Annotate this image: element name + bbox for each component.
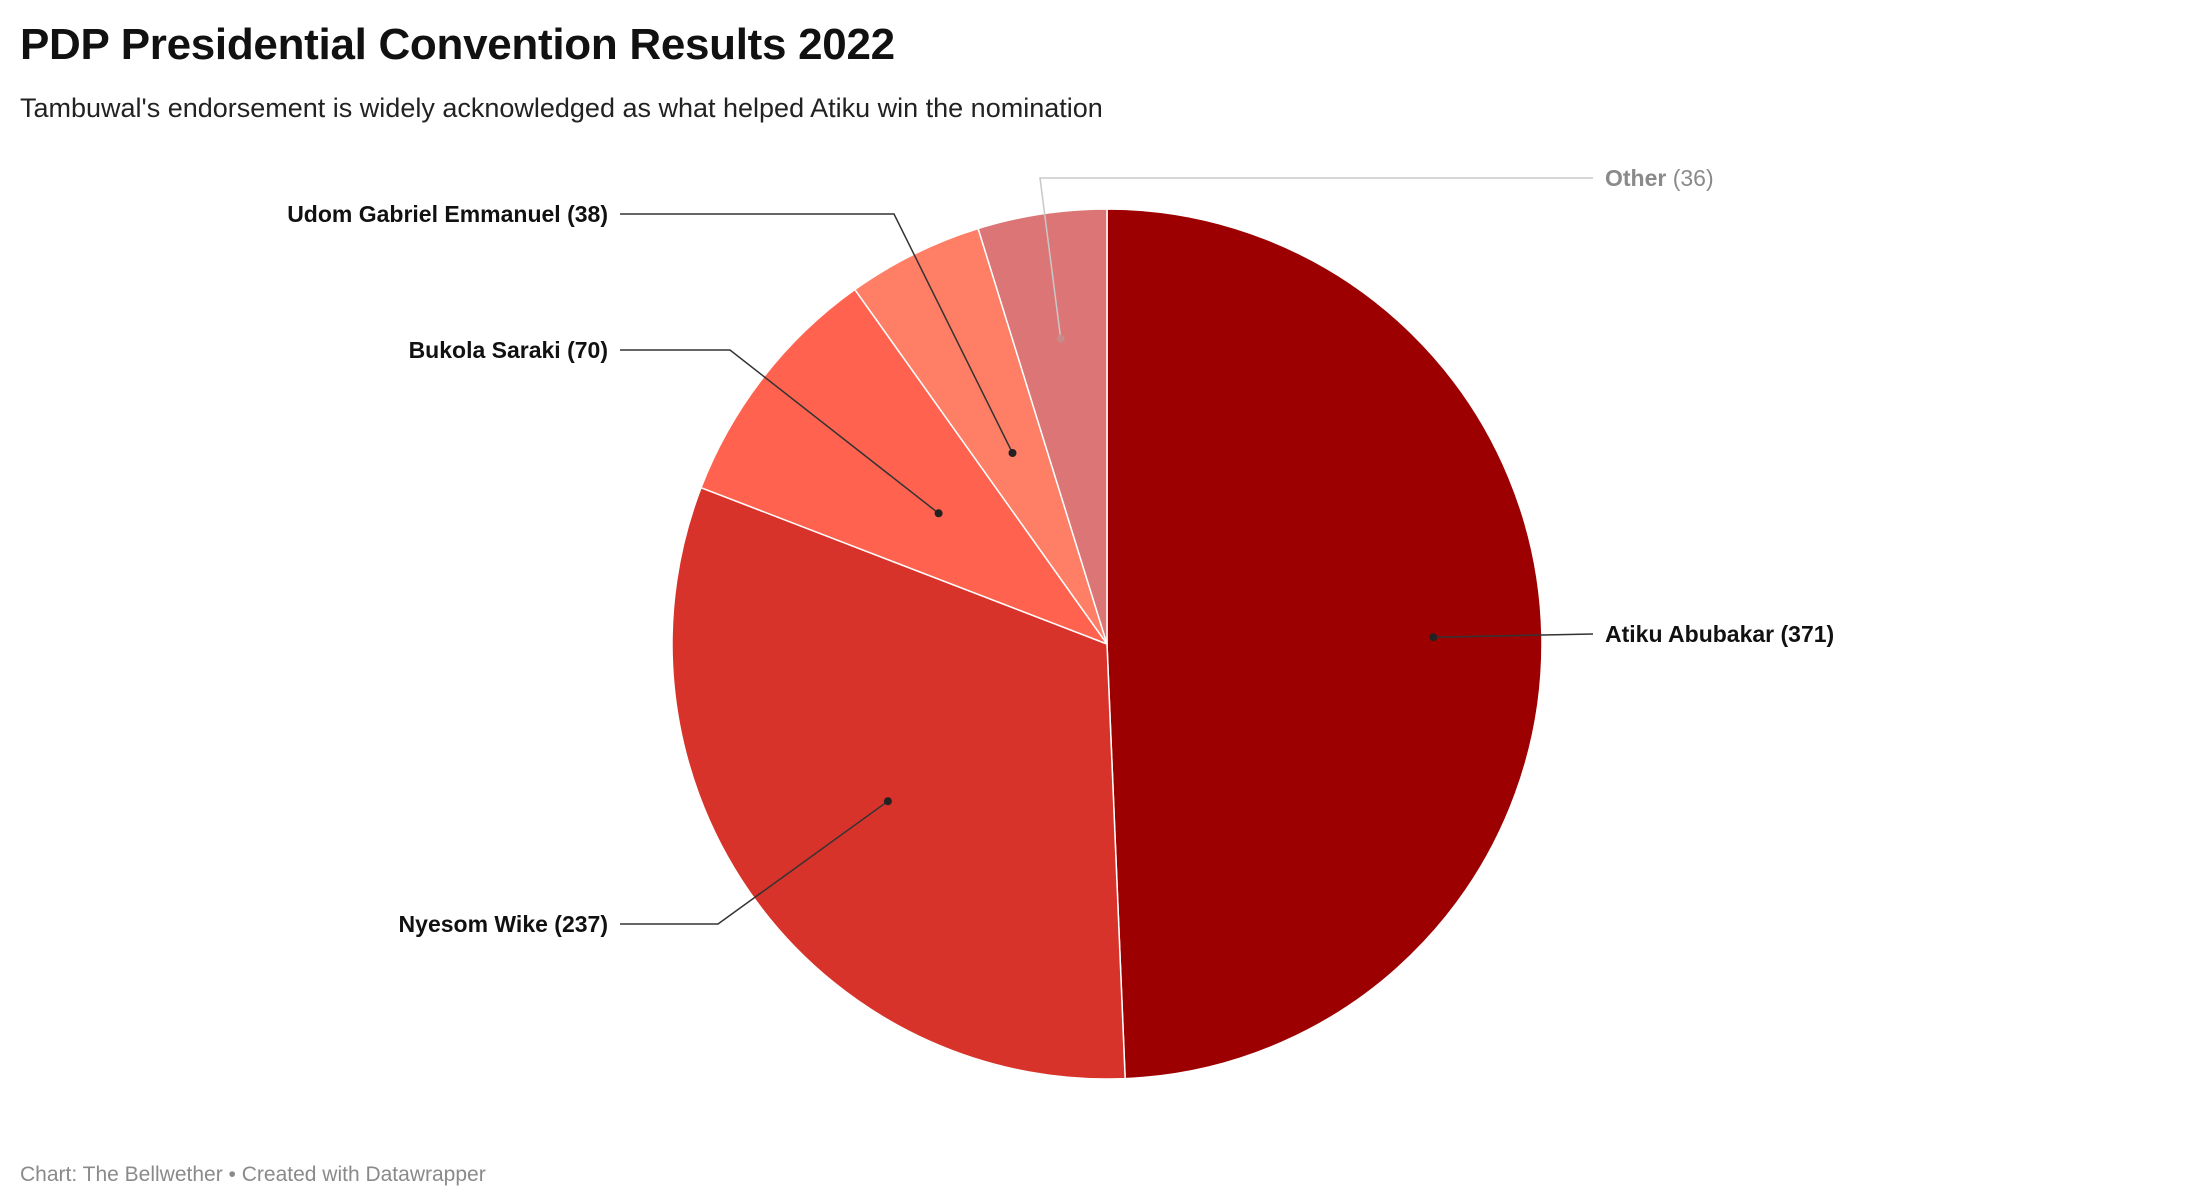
pie-slice-bukola-saraki — [700, 288, 1108, 645]
pie-slices — [671, 208, 1543, 1080]
slice-label-other: Other (36) — [1605, 165, 1714, 191]
slice-label-nyesom-wike: Nyesom Wike (237) — [399, 911, 608, 937]
chart-subtitle: Tambuwal's endorsement is widely acknowl… — [20, 93, 1103, 123]
pie-labels: Atiku Abubakar (371) Nyesom Wike (237) Buk… — [287, 165, 1834, 937]
leader-dot-atiku-abubakar — [1429, 633, 1438, 642]
leader-line-other — [1039, 177, 1593, 339]
pie-slice-other — [977, 208, 1108, 645]
pie-slice-atiku-abubakar — [1106, 208, 1543, 1080]
leader-dot-nyesom-wike — [883, 797, 892, 806]
slice-label-udom-gabriel-emmanuel: Udom Gabriel Emmanuel (38) — [287, 201, 608, 227]
leader-line-bukola-saraki — [620, 349, 940, 514]
chart-credit: Chart: The Bellwether • Created with Dat… — [20, 1163, 486, 1186]
pie-leader-lines — [620, 177, 1594, 925]
slice-label-bukola-saraki: Bukola Saraki (70) — [409, 337, 608, 363]
leader-dot-bukola-saraki — [934, 509, 943, 518]
leader-line-atiku-abubakar — [1433, 633, 1594, 638]
chart-title: PDP Presidential Convention Results 2022 — [20, 20, 895, 69]
leader-line-udom-gabriel-emmanuel — [620, 213, 1014, 454]
leader-dot-other — [1056, 334, 1065, 343]
leader-line-nyesom-wike — [620, 800, 889, 925]
leader-dot-udom-gabriel-emmanuel — [1008, 449, 1017, 457]
slice-label-atiku-abubakar: Atiku Abubakar (371) — [1605, 621, 1834, 647]
